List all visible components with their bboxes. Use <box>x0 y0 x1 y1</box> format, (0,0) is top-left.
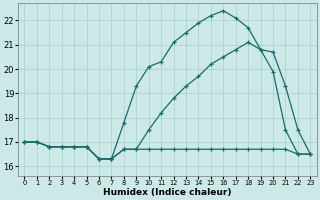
X-axis label: Humidex (Indice chaleur): Humidex (Indice chaleur) <box>103 188 232 197</box>
